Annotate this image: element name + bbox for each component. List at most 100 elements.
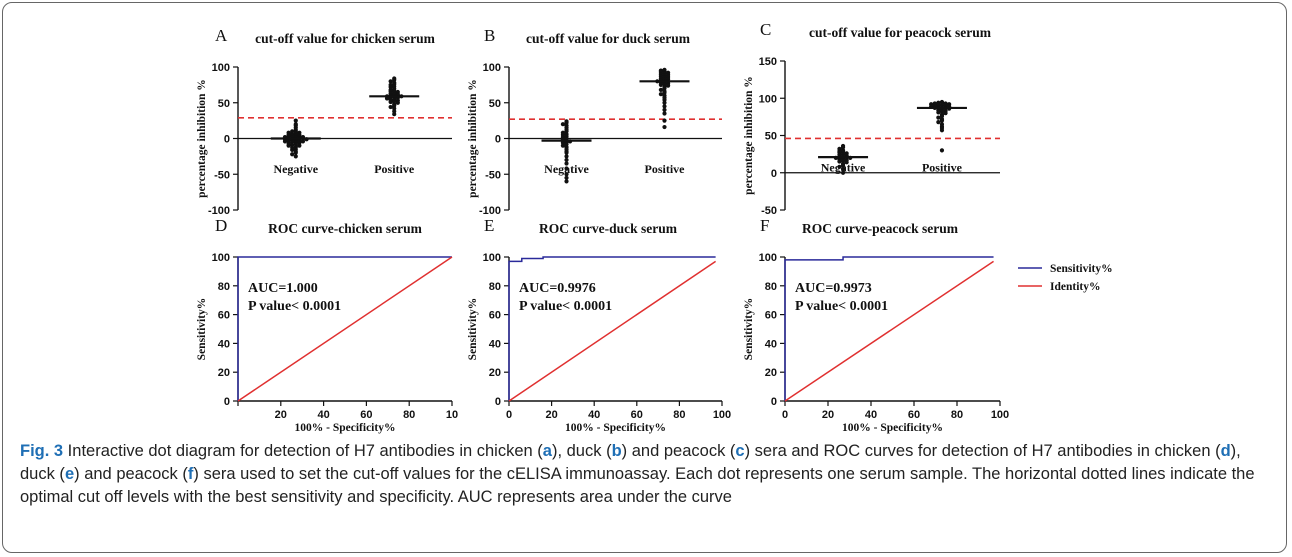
y-tick-label-f: 20	[765, 367, 777, 379]
data-point-a-positive	[388, 99, 393, 105]
data-point-c-positive	[936, 115, 941, 120]
panel-letter-b: B	[484, 26, 495, 45]
y-tick-label-a: 50	[218, 98, 230, 110]
data-point-a-positive	[388, 79, 393, 84]
caption-ref-a: a	[542, 442, 552, 460]
x-tick-label-d: 60	[360, 409, 372, 421]
y-tick-label-d: 60	[218, 310, 230, 322]
y-tick-label-e: 80	[489, 281, 501, 293]
figure-caption: Fig. 3 Interactive dot diagram for detec…	[20, 440, 1270, 509]
data-point-b-negative	[564, 179, 569, 184]
panel-letter-f: F	[760, 216, 769, 235]
caption-ref-f: f	[187, 465, 194, 483]
p-value-label-f: P value< 0.0001	[795, 299, 888, 314]
y-tick-label-d: 100	[212, 252, 230, 264]
data-point-b-negative	[564, 166, 569, 171]
x-axis-label-d: 100% - Specificity%	[295, 422, 396, 434]
y-tick-label-d: 40	[218, 338, 230, 350]
data-point-a-negative	[300, 139, 306, 144]
data-point-b-negative	[564, 150, 569, 155]
data-point-c-positive	[939, 128, 945, 133]
caption-text-7: ) sera used to set the cut-off values fo…	[20, 465, 1255, 506]
data-point-b-positive	[662, 124, 667, 130]
category-label-b-negative: Negative	[544, 162, 589, 176]
data-point-b-negative	[560, 122, 566, 127]
y-tick-label-b: 50	[489, 98, 501, 110]
identity-line-e	[508, 260, 717, 402]
y-tick-label-f: 60	[765, 310, 777, 322]
data-point-b-positive	[658, 87, 663, 92]
data-point-b-positive	[658, 82, 663, 87]
x-tick-label-e: 80	[673, 409, 685, 421]
x-tick-label-d: 40	[317, 409, 329, 421]
caption-text-3: ) and peacock (	[621, 442, 736, 460]
data-point-b-negative	[560, 143, 566, 148]
x-tick-label-f: 80	[951, 409, 963, 421]
data-point-b-positive	[662, 107, 667, 112]
panel-letter-c: C	[760, 20, 771, 39]
y-tick-label-f: 0	[771, 396, 777, 408]
y-tick-label-f: 100	[759, 252, 777, 264]
data-point-c-negative	[840, 166, 846, 172]
chart-title-a: cut-off value for chicken serum	[255, 31, 435, 46]
data-point-a-positive	[392, 112, 397, 117]
y-tick-label-a: -100	[208, 205, 230, 217]
x-tick-label-e: 40	[588, 409, 600, 421]
y-tick-label-b: -100	[479, 205, 501, 217]
data-point-b-positive	[662, 104, 667, 109]
panel-letter-a: A	[215, 26, 228, 45]
chart-title-f: ROC curve-peacock serum	[802, 221, 959, 236]
x-tick-label-e: 60	[631, 409, 643, 421]
y-tick-label-c: -50	[761, 205, 777, 217]
y-tick-label-f: 80	[765, 281, 777, 293]
data-point-b-positive	[662, 111, 667, 116]
data-point-a-negative	[290, 147, 295, 153]
caption-text-1: Interactive dot diagram for detection of…	[63, 442, 543, 460]
y-tick-label-c: 150	[759, 56, 777, 68]
caption-lead: Fig. 3	[20, 442, 64, 460]
data-point-c-negative	[837, 164, 842, 169]
x-tick-label-f: 100	[991, 409, 1009, 421]
caption-ref-b: b	[611, 442, 622, 460]
x-tick-label-f: 0	[782, 409, 788, 421]
x-tick-label-e: 100	[713, 409, 731, 421]
x-tick-label-e: 20	[545, 409, 557, 421]
sensitivity-line-d	[237, 256, 452, 401]
auc-label-f: AUC=0.9973	[795, 281, 872, 296]
data-point-a-negative	[282, 139, 288, 144]
chart-title-b: cut-off value for duck serum	[526, 31, 691, 46]
caption-text-4: ) sera and ROC curves for detection of H…	[744, 442, 1221, 460]
y-tick-label-c: 0	[771, 168, 777, 180]
data-point-c-positive	[939, 118, 945, 123]
data-point-c-negative	[840, 158, 846, 163]
y-axis-label-a: percentage inhibition %	[196, 79, 208, 198]
data-point-a-positive	[395, 100, 400, 105]
y-tick-label-d: 80	[218, 281, 230, 293]
y-tick-label-d: 0	[224, 396, 230, 408]
data-point-b-negative	[564, 157, 569, 163]
caption-text-2: ), duck (	[551, 442, 612, 460]
y-tick-label-b: 100	[483, 62, 501, 74]
y-axis-label-f: Sensitivity%	[743, 298, 755, 361]
legend-label-sensitivity: Sensitivity%	[1050, 263, 1113, 275]
data-point-c-positive	[939, 109, 945, 114]
y-tick-label-a: 100	[212, 62, 230, 74]
sensitivity-line-f	[784, 256, 994, 401]
y-tick-label-d: 20	[218, 367, 230, 379]
data-point-b-negative	[564, 175, 569, 180]
caption-text-6: ) and peacock (	[74, 465, 188, 483]
data-point-a-negative	[297, 143, 302, 148]
category-label-b-positive: Positive	[644, 162, 685, 176]
x-tick-label-f: 60	[908, 409, 920, 421]
data-point-c-positive	[943, 111, 948, 116]
data-point-b-positive	[662, 118, 667, 123]
y-tick-label-e: 60	[489, 310, 501, 322]
data-point-a-negative	[286, 143, 291, 148]
panel-letter-d: D	[215, 216, 227, 235]
data-point-b-negative	[564, 161, 569, 166]
data-point-c-positive	[939, 148, 945, 153]
category-label-a-negative: Negative	[273, 162, 318, 176]
y-tick-label-e: 20	[489, 367, 501, 379]
